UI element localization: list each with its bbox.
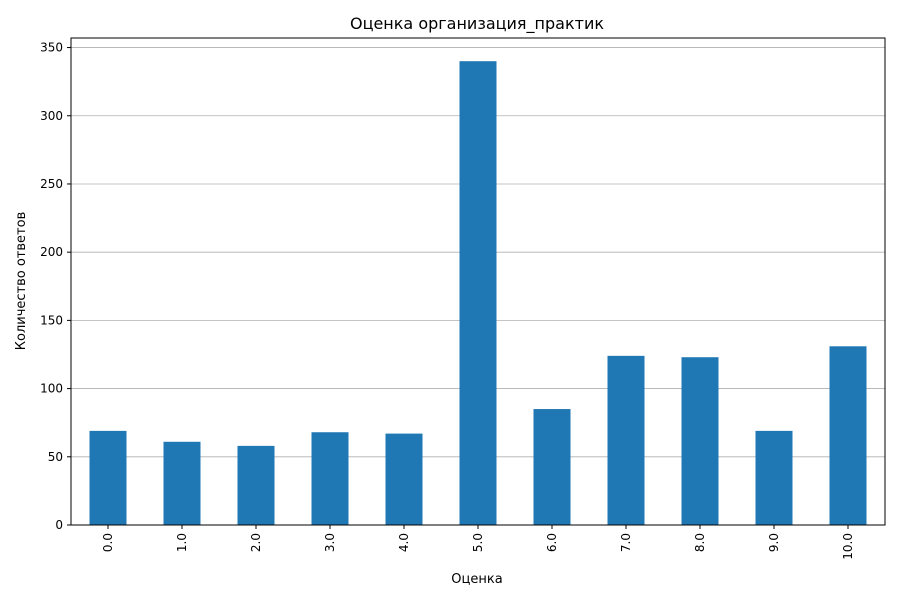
y-axis-label: Количество ответов xyxy=(14,212,29,350)
y-tick-label: 100 xyxy=(40,382,63,396)
bar-6.0 xyxy=(533,409,571,525)
x-tick-label: 0.0 xyxy=(101,533,115,552)
chart-title: Оценка организация_практик xyxy=(350,14,604,34)
x-tick-label: 3.0 xyxy=(323,533,337,552)
y-tick-label: 300 xyxy=(40,109,63,123)
bar-8.0 xyxy=(681,357,719,525)
bars xyxy=(89,61,867,525)
y-axis-ticks: 0 50 100 150 200 250 300 350 xyxy=(40,41,71,532)
bar-4.0 xyxy=(385,433,423,525)
x-tick-label: 5.0 xyxy=(471,533,485,552)
x-tick-label: 10.0 xyxy=(841,533,855,560)
bar-10.0 xyxy=(829,346,867,525)
x-axis-ticks: 0.0 1.0 2.0 3.0 4.0 5.0 6.0 7.0 8.0 9.0 10.0 xyxy=(101,525,855,560)
x-tick-label: 8.0 xyxy=(693,533,707,552)
y-tick-label: 50 xyxy=(48,450,63,464)
y-tick-label: 150 xyxy=(40,313,63,327)
y-tick-label: 200 xyxy=(40,245,63,259)
x-axis-label: Оценка xyxy=(451,572,502,587)
bar-3.0 xyxy=(311,432,349,525)
y-tick-label: 350 xyxy=(40,41,63,55)
y-tick-label: 0 xyxy=(55,518,63,532)
bar-7.0 xyxy=(607,355,645,525)
x-tick-label: 9.0 xyxy=(767,533,781,552)
bar-2.0 xyxy=(237,445,275,525)
y-tick-label: 250 xyxy=(40,177,63,191)
x-tick-label: 6.0 xyxy=(545,533,559,552)
bar-5.0 xyxy=(459,61,497,525)
x-tick-label: 4.0 xyxy=(397,533,411,552)
x-tick-label: 7.0 xyxy=(619,533,633,552)
bar-1.0 xyxy=(163,441,201,525)
bar-0.0 xyxy=(89,430,127,525)
x-tick-label: 2.0 xyxy=(249,533,263,552)
x-tick-label: 1.0 xyxy=(175,533,189,552)
bar-9.0 xyxy=(755,430,793,525)
